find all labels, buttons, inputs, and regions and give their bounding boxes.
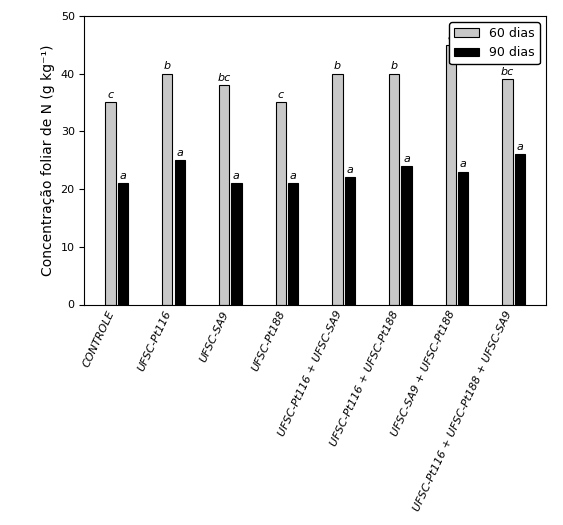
Text: a: a [403, 154, 410, 164]
Text: a: a [233, 171, 240, 181]
Text: a: a [176, 148, 183, 158]
Bar [162, 74, 172, 304]
Bar [502, 79, 513, 304]
Text: a: a [517, 142, 524, 152]
Bar [118, 183, 128, 304]
Bar [231, 183, 242, 304]
Bar [345, 177, 355, 304]
Text: b: b [334, 61, 341, 71]
Text: b: b [391, 61, 397, 71]
Text: a: a [460, 160, 467, 170]
Y-axis label: Concentração foliar de N (g kg⁻¹): Concentração foliar de N (g kg⁻¹) [41, 45, 55, 276]
Bar [332, 74, 342, 304]
Text: a: a [119, 171, 127, 181]
Text: a: a [346, 165, 354, 175]
Bar [401, 166, 412, 304]
Legend: 60 dias, 90 dias: 60 dias, 90 dias [449, 22, 540, 64]
Bar [515, 154, 525, 304]
Bar [288, 183, 298, 304]
Bar [275, 102, 286, 304]
Text: c: c [278, 90, 284, 100]
Text: a: a [448, 33, 454, 43]
Text: b: b [164, 61, 171, 71]
Text: c: c [108, 90, 114, 100]
Bar [175, 160, 185, 304]
Text: bc: bc [501, 67, 514, 77]
Bar [389, 74, 399, 304]
Bar [446, 45, 456, 304]
Text: bc: bc [217, 73, 231, 83]
Bar [105, 102, 115, 304]
Bar [458, 172, 468, 304]
Text: a: a [290, 171, 297, 181]
Bar [219, 85, 229, 304]
